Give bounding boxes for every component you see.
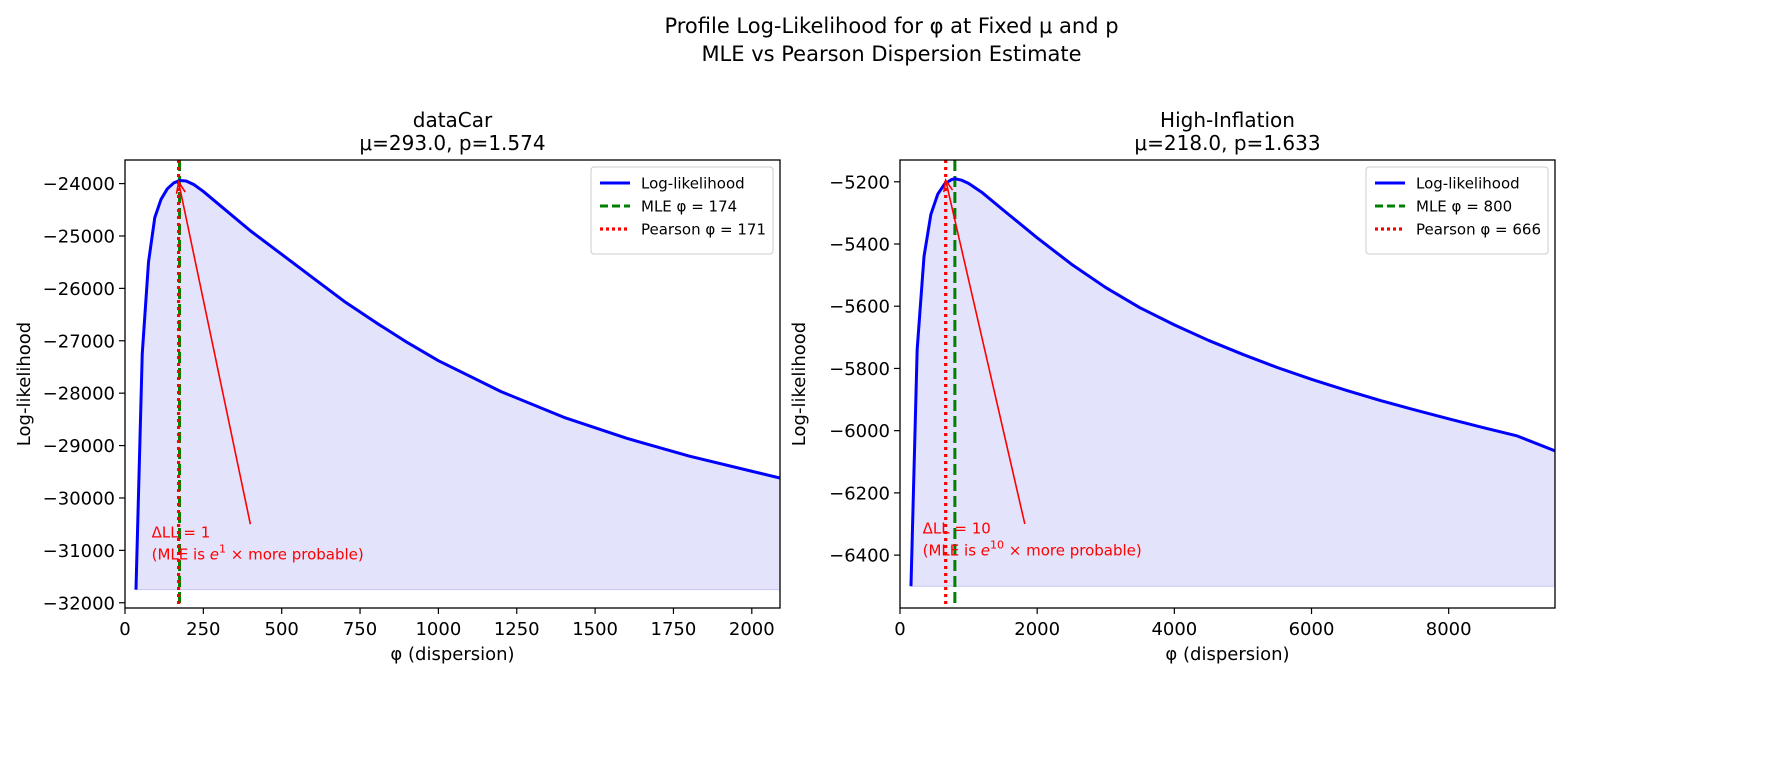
annotation-base: e — [981, 541, 990, 559]
plot-area — [134, 160, 780, 608]
chart-title: dataCar — [413, 108, 493, 132]
annotation-line1: ΔLL = 1 — [152, 523, 211, 541]
x-tick-label: 6000 — [1289, 619, 1335, 640]
y-tick-label: −24000 — [43, 174, 115, 195]
x-tick-label: 2000 — [1014, 619, 1060, 640]
legend-label-curve: Log-likelihood — [641, 175, 745, 193]
y-tick-label: −25000 — [43, 226, 115, 247]
chart-title: High-Inflation — [1160, 108, 1295, 132]
annotation-suffix: × more probable) — [226, 545, 364, 563]
chart-subtitle: μ=218.0, p=1.633 — [1134, 131, 1320, 155]
annotation-base: e — [210, 545, 219, 563]
annotation-prefix: (MLE is — [923, 541, 981, 559]
annotation-arrowhead — [943, 178, 954, 193]
likelihood-line — [909, 177, 1555, 587]
y-axis-label: Log-likelihood — [14, 322, 35, 446]
legend-label-pearson: Pearson φ = 666 — [1416, 221, 1541, 239]
annotation-exponent: 1 — [219, 542, 226, 555]
x-axis-label: φ (dispersion) — [1165, 644, 1289, 665]
y-tick-label: −26000 — [43, 279, 115, 300]
y-tick-label: −32000 — [43, 593, 115, 614]
axes-frame — [124, 159, 781, 609]
annotation-line1: ΔLL = 10 — [923, 519, 991, 537]
y-tick-label: −5400 — [829, 235, 890, 256]
legend-label-mle: MLE φ = 800 — [1416, 198, 1512, 216]
plot-area — [909, 160, 1555, 608]
x-tick-label: 1750 — [651, 619, 697, 640]
x-tick-label: 500 — [265, 619, 299, 640]
annotation-suffix: × more probable) — [1004, 541, 1142, 559]
x-tick-label: 1250 — [494, 619, 540, 640]
y-tick-label: −5600 — [829, 297, 890, 318]
x-tick-label: 250 — [186, 619, 220, 640]
y-tick-label: −6200 — [829, 483, 890, 504]
x-axis-label: φ (dispersion) — [390, 644, 514, 665]
x-tick-label: 1500 — [572, 619, 618, 640]
annotation-arrowhead — [175, 179, 186, 194]
legend: Log-likelihood MLE φ = 174 Pearson φ = 171 — [590, 166, 774, 255]
figure-suptitle-line2: MLE vs Pearson Dispersion Estimate — [701, 42, 1081, 66]
x-tick-label: 1000 — [415, 619, 461, 640]
figure-suptitle-line1: Profile Log-Likelihood for φ at Fixed μ … — [664, 14, 1118, 38]
x-tick-label: 2000 — [729, 619, 775, 640]
legend-label-curve: Log-likelihood — [1416, 175, 1520, 193]
x-tick-label: 0 — [119, 619, 130, 640]
y-tick-label: −6400 — [829, 546, 890, 567]
x-tick-label: 4000 — [1151, 619, 1197, 640]
annotation-line2: (MLE is e10 × more probable) — [923, 538, 1142, 559]
annotation-prefix: (MLE is — [152, 545, 210, 563]
y-tick-label: −30000 — [43, 488, 115, 509]
legend-box — [1365, 166, 1549, 255]
x-tick-label: 750 — [343, 619, 377, 640]
y-axis-label: Log-likelihood — [789, 322, 810, 446]
legend: Log-likelihood MLE φ = 800 Pearson φ = 666 — [1365, 166, 1549, 255]
annotation-arrow — [177, 181, 252, 525]
legend-label-mle: MLE φ = 174 — [641, 198, 737, 216]
annotation-exponent: 10 — [990, 538, 1004, 551]
y-tick-label: −5800 — [829, 359, 890, 380]
likelihood-line — [134, 178, 780, 590]
x-tick-label: 0 — [894, 619, 905, 640]
chart-subtitle: μ=293.0, p=1.574 — [359, 131, 545, 155]
axes-frame — [899, 159, 1556, 609]
legend-box — [590, 166, 774, 255]
annotation-line2: (MLE is e1 × more probable) — [152, 542, 364, 563]
y-tick-label: −31000 — [43, 541, 115, 562]
y-tick-label: −5200 — [829, 172, 890, 193]
y-tick-label: −29000 — [43, 436, 115, 457]
y-tick-label: −28000 — [43, 384, 115, 405]
y-tick-label: −6000 — [829, 421, 890, 442]
y-tick-label: −27000 — [43, 331, 115, 352]
annotation-arrow — [944, 180, 1026, 525]
legend-label-pearson: Pearson φ = 171 — [641, 221, 766, 239]
x-tick-label: 8000 — [1426, 619, 1472, 640]
